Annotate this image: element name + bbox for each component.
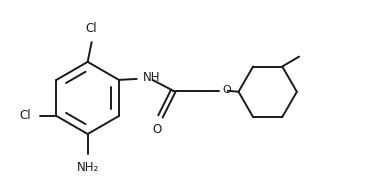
- Text: NH: NH: [143, 71, 160, 84]
- Text: Cl: Cl: [86, 22, 97, 35]
- Text: NH₂: NH₂: [77, 161, 99, 174]
- Text: O: O: [153, 123, 162, 136]
- Text: O: O: [223, 85, 231, 95]
- Text: Cl: Cl: [19, 110, 31, 122]
